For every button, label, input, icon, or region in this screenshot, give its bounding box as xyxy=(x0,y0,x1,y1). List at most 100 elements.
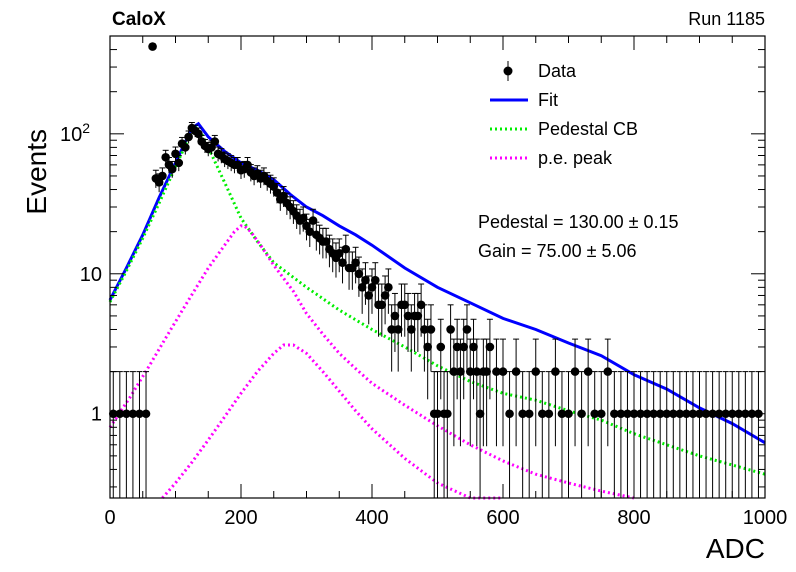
legend-label: Pedestal CB xyxy=(538,119,638,139)
data-point xyxy=(194,129,203,139)
data-point xyxy=(662,409,672,419)
data-point xyxy=(420,325,429,334)
data-point xyxy=(655,409,665,419)
data-point xyxy=(456,367,465,376)
data-point xyxy=(361,275,370,285)
x-tick-label: 0 xyxy=(104,507,115,529)
data-point xyxy=(141,409,151,419)
data-point xyxy=(475,409,485,419)
legend: Data Fit Pedestal CB p.e. peak xyxy=(490,61,638,168)
data-point xyxy=(334,249,344,258)
data-point xyxy=(161,152,170,162)
data-point xyxy=(380,291,390,300)
data-point xyxy=(695,409,704,419)
data-point xyxy=(390,311,400,321)
data-point xyxy=(505,409,514,419)
data-point xyxy=(557,409,567,419)
y-tick-label: 102 xyxy=(60,120,90,146)
data-point xyxy=(603,367,613,376)
data-point xyxy=(596,409,606,419)
data-point xyxy=(184,132,193,142)
data-point xyxy=(511,367,521,376)
data-point xyxy=(708,409,717,419)
data-point xyxy=(524,409,534,419)
x-tick-label: 1000 xyxy=(743,507,788,529)
annotations: Pedestal = 130.00 ± 0.15 Gain = 75.00 ± 5… xyxy=(478,212,679,261)
data-point xyxy=(492,367,501,376)
data-point xyxy=(321,237,331,246)
data-point xyxy=(341,244,351,254)
data-point xyxy=(449,367,459,376)
series-p-e-peak xyxy=(108,224,635,500)
data-point xyxy=(279,191,288,201)
data-point xyxy=(148,42,157,51)
legend-marker xyxy=(503,66,513,76)
data-point xyxy=(135,409,144,419)
series-layer xyxy=(108,42,766,500)
data-point xyxy=(669,409,678,419)
data-point xyxy=(642,409,652,419)
data-point xyxy=(544,409,554,419)
data-point xyxy=(443,409,452,419)
data-point xyxy=(400,300,410,310)
data-point xyxy=(636,409,645,419)
data-point xyxy=(459,342,469,352)
data-point xyxy=(210,137,220,146)
data-point xyxy=(403,311,413,321)
data-point xyxy=(128,409,138,419)
data-point xyxy=(413,311,423,321)
data-point xyxy=(462,325,472,334)
x-tick-label: 200 xyxy=(224,507,257,529)
data-point xyxy=(407,325,416,334)
data-point xyxy=(714,409,724,419)
data-point xyxy=(616,409,626,419)
data-point xyxy=(426,325,436,334)
chart-title-left: CaloX xyxy=(112,9,166,30)
data-point xyxy=(305,227,315,236)
y-axis-title: Events xyxy=(21,129,52,215)
data-point xyxy=(518,409,527,419)
data-point xyxy=(452,342,462,352)
axes: 0 200 400 600 800 1000 1 10 102 xyxy=(60,35,788,529)
data-point xyxy=(629,409,639,419)
data-point xyxy=(272,188,282,197)
x-tick-label: 600 xyxy=(486,507,519,529)
data-point xyxy=(446,325,455,334)
data-point xyxy=(583,367,593,376)
data-point xyxy=(384,283,393,292)
data-point xyxy=(174,158,184,168)
data-point xyxy=(387,325,396,334)
data-point xyxy=(538,409,547,419)
data-point xyxy=(154,178,164,187)
data-point xyxy=(682,409,691,419)
data-point xyxy=(734,409,744,419)
data-point xyxy=(649,409,658,419)
y-tick-label: 10 xyxy=(80,264,102,286)
data-point xyxy=(472,367,482,376)
x-axis-title: ADC xyxy=(706,533,765,564)
legend-label: p.e. peak xyxy=(538,148,613,168)
data-point xyxy=(701,409,711,419)
data-point xyxy=(158,171,167,181)
data-point xyxy=(351,258,360,267)
data-point xyxy=(377,300,387,310)
data-point xyxy=(688,409,698,419)
data-point xyxy=(721,409,730,419)
data-point xyxy=(357,283,367,292)
fit-parameter-label: Pedestal = 130.00 ± 0.15 xyxy=(478,212,679,232)
data-point xyxy=(354,269,364,279)
data-point xyxy=(623,409,632,419)
data-point xyxy=(167,164,177,174)
data-point xyxy=(485,342,495,352)
data-point xyxy=(364,291,374,300)
legend-label: Data xyxy=(538,61,577,81)
y-tick-label-exponent: 2 xyxy=(82,120,90,136)
data-point xyxy=(433,409,442,419)
data-point xyxy=(469,342,478,352)
data-point xyxy=(181,143,190,152)
data-point xyxy=(675,409,685,419)
data-point xyxy=(482,367,491,376)
data-point xyxy=(551,367,560,376)
data-point xyxy=(741,409,750,419)
y-tick-label: 1 xyxy=(91,404,102,426)
